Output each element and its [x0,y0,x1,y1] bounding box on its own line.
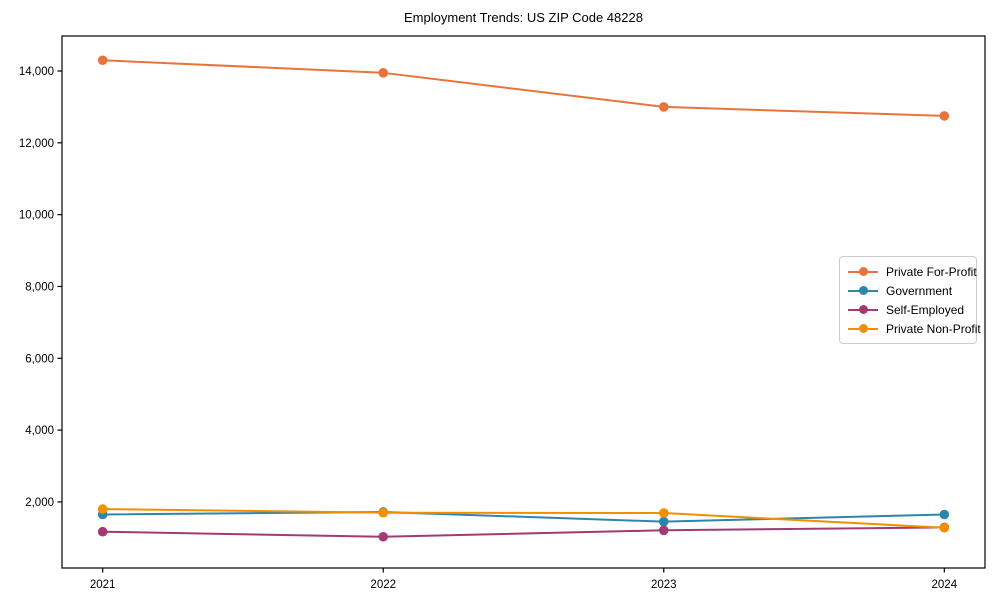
plot-border [61,35,986,569]
y-tick-label: 6,000 [25,353,54,365]
legend-item: Private Non-Profit [848,319,981,338]
x-tick-label: 2021 [90,579,116,591]
x-tick-label: 2022 [370,579,396,591]
x-tick-label: 2024 [932,579,958,591]
series-marker [939,111,950,121]
series-line [102,526,945,538]
series-marker [658,102,669,112]
series-marker [939,522,950,533]
series-marker [658,516,669,527]
legend-item: Self-Employed [848,300,968,319]
legend-label: Private Non-Profit [886,321,981,336]
legend-item: Private For-Profit [848,262,977,281]
series-marker [658,525,669,536]
series-line [102,508,945,529]
series-marker [97,55,108,66]
chart-legend: Private For-Profit Government Self-Employe… [839,256,981,344]
legend-marker-icon [848,305,878,315]
series-marker [378,68,389,78]
series-line [102,59,945,117]
legend-label: Self-Employed [886,302,965,317]
legend-marker-icon [848,324,878,334]
legend-marker-icon [848,286,878,296]
legend-marker-icon [848,267,878,277]
chart-title: Employment Trends: US ZIP Code 48228 [404,10,643,25]
y-tick-label: 12,000 [19,138,54,150]
y-tick-label: 14,000 [19,66,54,78]
series-marker [97,526,108,537]
y-tick-label: 10,000 [19,210,54,222]
x-tick-label: 2023 [651,579,677,591]
series-marker [658,508,669,518]
y-tick-label: 8,000 [25,281,54,293]
series-marker [97,504,108,514]
series-marker [378,531,389,542]
legend-label: Private For-Profit [886,264,977,279]
legend-label: Government [886,283,953,298]
y-tick-label: 4,000 [25,425,54,437]
series-line [102,510,945,523]
series-marker [378,507,389,518]
y-tick-label: 2,000 [25,497,54,509]
legend-item: Government [848,281,968,300]
series-marker [939,509,950,520]
